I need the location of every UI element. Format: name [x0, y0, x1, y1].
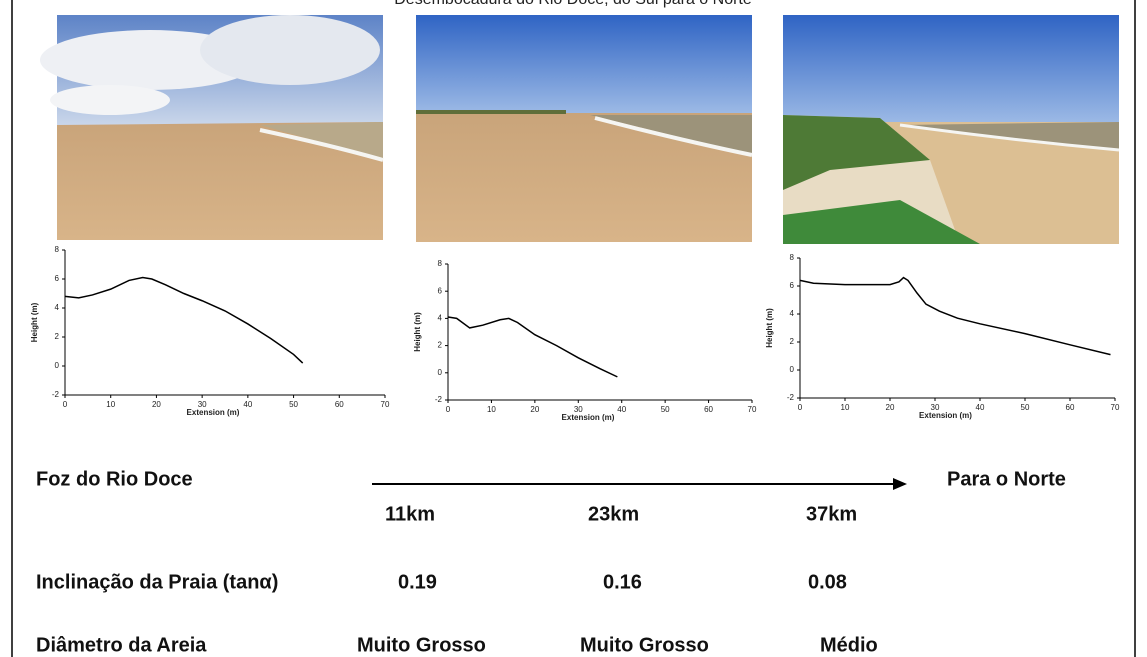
photo — [416, 15, 752, 242]
x-tick-label: 40 — [243, 400, 252, 409]
y-tick-label: 6 — [55, 274, 60, 283]
slope-value: 0.16 — [603, 571, 642, 593]
x-tick-label: 10 — [106, 400, 115, 409]
x-tick-label: 20 — [152, 400, 161, 409]
photo — [783, 15, 1119, 244]
x-axis-label: Extension (m) — [187, 408, 240, 417]
x-tick-label: 60 — [335, 400, 344, 409]
y-tick-label: 8 — [438, 259, 443, 268]
sand-value: Muito Grosso — [357, 634, 486, 656]
slope-value: 0.08 — [808, 571, 847, 593]
sand-value: Muito Grosso — [580, 634, 709, 656]
figure: Desembocadura do Rio Doce, do Sul para o… — [0, 0, 1147, 657]
slope-label: Inclinação da Praia (tanα) — [36, 571, 278, 593]
x-tick-label: 50 — [661, 405, 670, 414]
end-label: Para o Norte — [947, 468, 1066, 490]
distance: 37km — [806, 503, 857, 525]
profile-line — [448, 317, 617, 377]
y-tick-label: 8 — [55, 245, 60, 254]
x-tick-label: 10 — [841, 403, 850, 412]
y-tick-label: 0 — [55, 361, 60, 370]
x-tick-label: 20 — [530, 405, 539, 414]
x-tick-label: 60 — [1066, 403, 1075, 412]
x-tick-label: 0 — [446, 405, 451, 414]
y-tick-label: 4 — [55, 303, 60, 312]
x-tick-label: 0 — [798, 403, 803, 412]
x-tick-label: 50 — [1021, 403, 1030, 412]
y-tick-label: -2 — [435, 395, 443, 404]
y-tick-label: 6 — [438, 286, 443, 295]
x-tick-label: 20 — [886, 403, 895, 412]
x-axis-label: Extension (m) — [562, 413, 615, 422]
y-axis-label: Height (m) — [413, 312, 422, 352]
x-tick-label: 70 — [748, 405, 757, 414]
x-tick-label: 40 — [976, 403, 985, 412]
y-tick-label: -2 — [52, 390, 60, 399]
sand-label: Diâmetro da Areia — [36, 634, 207, 656]
x-axis-label: Extension (m) — [919, 411, 972, 420]
y-tick-label: 8 — [790, 253, 795, 262]
x-tick-label: 10 — [487, 405, 496, 414]
sand-value: Médio — [820, 634, 878, 656]
y-tick-label: 4 — [790, 309, 795, 318]
x-tick-label: 0 — [63, 400, 68, 409]
y-tick-label: -2 — [787, 393, 795, 402]
x-tick-label: 70 — [1111, 403, 1120, 412]
photo — [40, 15, 383, 240]
start-label: Foz do Rio Doce — [36, 468, 193, 490]
y-axis-label: Height (m) — [765, 308, 774, 348]
arrow-head — [893, 478, 907, 490]
distance: 11km — [385, 503, 435, 525]
distance: 23km — [588, 503, 639, 525]
x-tick-label: 70 — [381, 400, 390, 409]
y-tick-label: 0 — [438, 368, 443, 377]
y-tick-label: 2 — [790, 337, 795, 346]
y-axis-label: Height (m) — [30, 302, 39, 342]
y-tick-label: 0 — [790, 365, 795, 374]
slope-value: 0.19 — [398, 571, 437, 593]
profile-line — [65, 278, 303, 364]
x-tick-label: 60 — [704, 405, 713, 414]
y-tick-label: 6 — [790, 281, 795, 290]
title: Desembocadura do Rio Doce, do Sul para o… — [394, 0, 752, 8]
profile-line — [800, 278, 1111, 355]
y-tick-label: 4 — [438, 314, 443, 323]
x-tick-label: 40 — [617, 405, 626, 414]
x-tick-label: 50 — [289, 400, 298, 409]
y-tick-label: 2 — [438, 341, 443, 350]
y-tick-label: 2 — [55, 332, 60, 341]
